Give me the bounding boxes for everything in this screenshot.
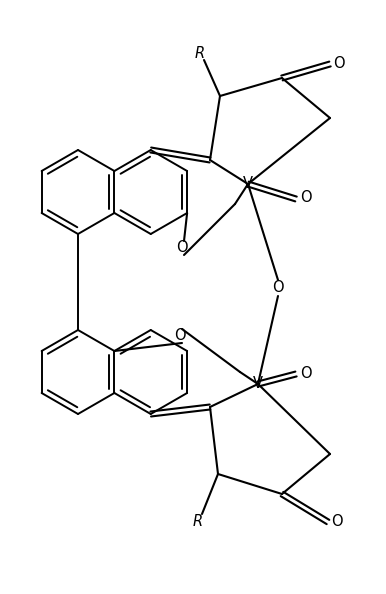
Text: O: O — [300, 366, 312, 381]
Text: V: V — [243, 176, 253, 191]
Text: V: V — [253, 377, 263, 391]
Text: O: O — [331, 514, 343, 529]
Text: O: O — [272, 280, 284, 295]
Text: O: O — [300, 189, 312, 204]
Text: O: O — [333, 56, 345, 71]
Text: O: O — [174, 328, 186, 343]
Text: R: R — [193, 514, 203, 529]
Text: O: O — [176, 241, 188, 255]
Text: R: R — [195, 46, 205, 62]
